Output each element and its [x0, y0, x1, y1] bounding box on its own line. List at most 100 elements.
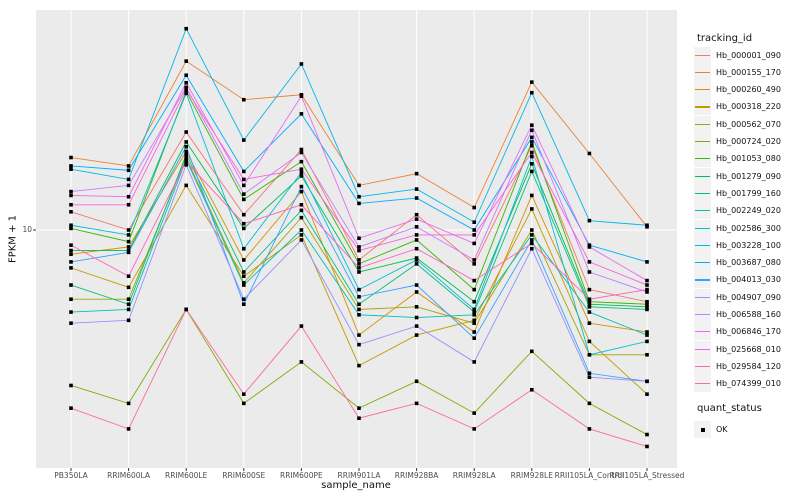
- legend-key-swatch: [694, 254, 711, 272]
- legend-entry-label: Hb_000318_220: [716, 102, 781, 112]
- data-point: [184, 91, 188, 96]
- data-point: [126, 297, 131, 302]
- data-point: [242, 197, 246, 202]
- series-color-line-icon: [695, 71, 710, 73]
- data-point: [126, 164, 131, 168]
- legend-entry-label: Hb_029584_120: [716, 361, 781, 371]
- data-point: [299, 184, 304, 189]
- data-point: [645, 299, 649, 304]
- series-color-line-icon: [695, 175, 710, 177]
- data-point: [587, 151, 592, 156]
- data-point: [530, 135, 534, 140]
- x-tick-label: RRIM600LA: [107, 471, 151, 480]
- data-point: [414, 333, 419, 337]
- data-point: [357, 333, 361, 337]
- data-point: [299, 167, 304, 171]
- series-color-line-icon: [695, 106, 710, 108]
- data-point: [472, 427, 476, 431]
- data-point: [645, 260, 649, 264]
- data-point: [357, 302, 361, 307]
- data-point: [414, 171, 419, 176]
- data-point: [530, 140, 534, 144]
- series-color-line-icon: [695, 227, 710, 229]
- data-point: [587, 371, 592, 376]
- data-point: [472, 258, 476, 262]
- data-point: [242, 183, 246, 188]
- data-point: [184, 59, 188, 63]
- data-point: [587, 401, 592, 406]
- legend-entry-Hb_000724_020: Hb_000724_020: [694, 133, 781, 150]
- legend-key-swatch: [694, 63, 711, 81]
- data-point: [530, 238, 534, 242]
- data-point: [126, 239, 131, 244]
- data-point: [242, 169, 246, 174]
- data-point: [530, 193, 534, 198]
- data-point: [414, 379, 419, 384]
- data-point: [69, 164, 73, 168]
- legend-entry-label: Hb_000562_070: [716, 119, 781, 129]
- legend-entry-quant-ok: OK: [694, 421, 728, 438]
- series-color-line-icon: [695, 348, 710, 350]
- legend-key-swatch: [694, 81, 711, 99]
- legend-title-quant-status: quant_status: [697, 403, 762, 414]
- x-tick-label: RRII105LA_Stressed: [609, 471, 685, 480]
- legend-entry-label: Hb_000260_490: [716, 85, 781, 95]
- data-point: [242, 221, 246, 226]
- data-point: [357, 262, 361, 266]
- data-point: [587, 270, 592, 274]
- data-point: [645, 339, 649, 344]
- data-point: [69, 252, 73, 257]
- data-point: [299, 228, 304, 232]
- data-point: [530, 387, 534, 392]
- data-point: [184, 183, 188, 188]
- legend-key-swatch: [694, 271, 711, 289]
- legend-entry-label: Hb_000155_170: [716, 67, 781, 77]
- legend-entry-label: Hb_001053_080: [716, 154, 781, 164]
- data-point: [357, 307, 361, 312]
- data-point: [126, 245, 131, 249]
- legend-key-swatch: [694, 357, 711, 375]
- data-point: [299, 324, 304, 328]
- data-point: [69, 167, 73, 171]
- data-point: [299, 170, 304, 175]
- data-point: [414, 324, 419, 328]
- series-color-line-icon: [695, 54, 710, 56]
- data-point: [357, 248, 361, 253]
- data-point: [472, 318, 476, 323]
- black-square-point-icon: [700, 427, 705, 432]
- data-point: [472, 330, 476, 334]
- data-point: [126, 285, 131, 290]
- data-point: [126, 228, 131, 232]
- data-point: [299, 159, 304, 164]
- data-point: [472, 205, 476, 210]
- data-point: [357, 406, 361, 410]
- data-point: [184, 159, 188, 164]
- legend-entry-Hb_029584_120: Hb_029584_120: [694, 357, 781, 375]
- data-point: [357, 201, 361, 206]
- data-point: [472, 307, 476, 312]
- legend-entry-label: Hb_003228_100: [716, 240, 781, 250]
- data-point: [242, 212, 246, 217]
- data-point: [530, 154, 534, 159]
- series-color-line-icon: [695, 331, 710, 333]
- data-point: [472, 411, 476, 415]
- data-point: [242, 246, 246, 251]
- data-point: [587, 339, 592, 344]
- data-point: [645, 302, 649, 307]
- x-tick-label: RRII105LA_Control: [554, 471, 625, 480]
- legend-entry-Hb_006846_170: Hb_006846_170: [694, 323, 781, 341]
- data-point: [242, 302, 246, 307]
- data-point: [69, 260, 73, 264]
- legend-entry-label: Hb_000724_020: [716, 137, 781, 146]
- y-axis-title: FPKM + 1: [7, 214, 19, 264]
- data-point: [472, 321, 476, 325]
- data-point: [184, 163, 188, 167]
- x-axis-title: sample_name: [321, 480, 391, 491]
- legend-key-swatch: [694, 323, 711, 341]
- data-point: [645, 444, 649, 449]
- data-point: [242, 280, 246, 285]
- data-point: [184, 157, 188, 162]
- data-point: [242, 226, 246, 231]
- data-point: [69, 297, 73, 302]
- data-point: [299, 112, 304, 116]
